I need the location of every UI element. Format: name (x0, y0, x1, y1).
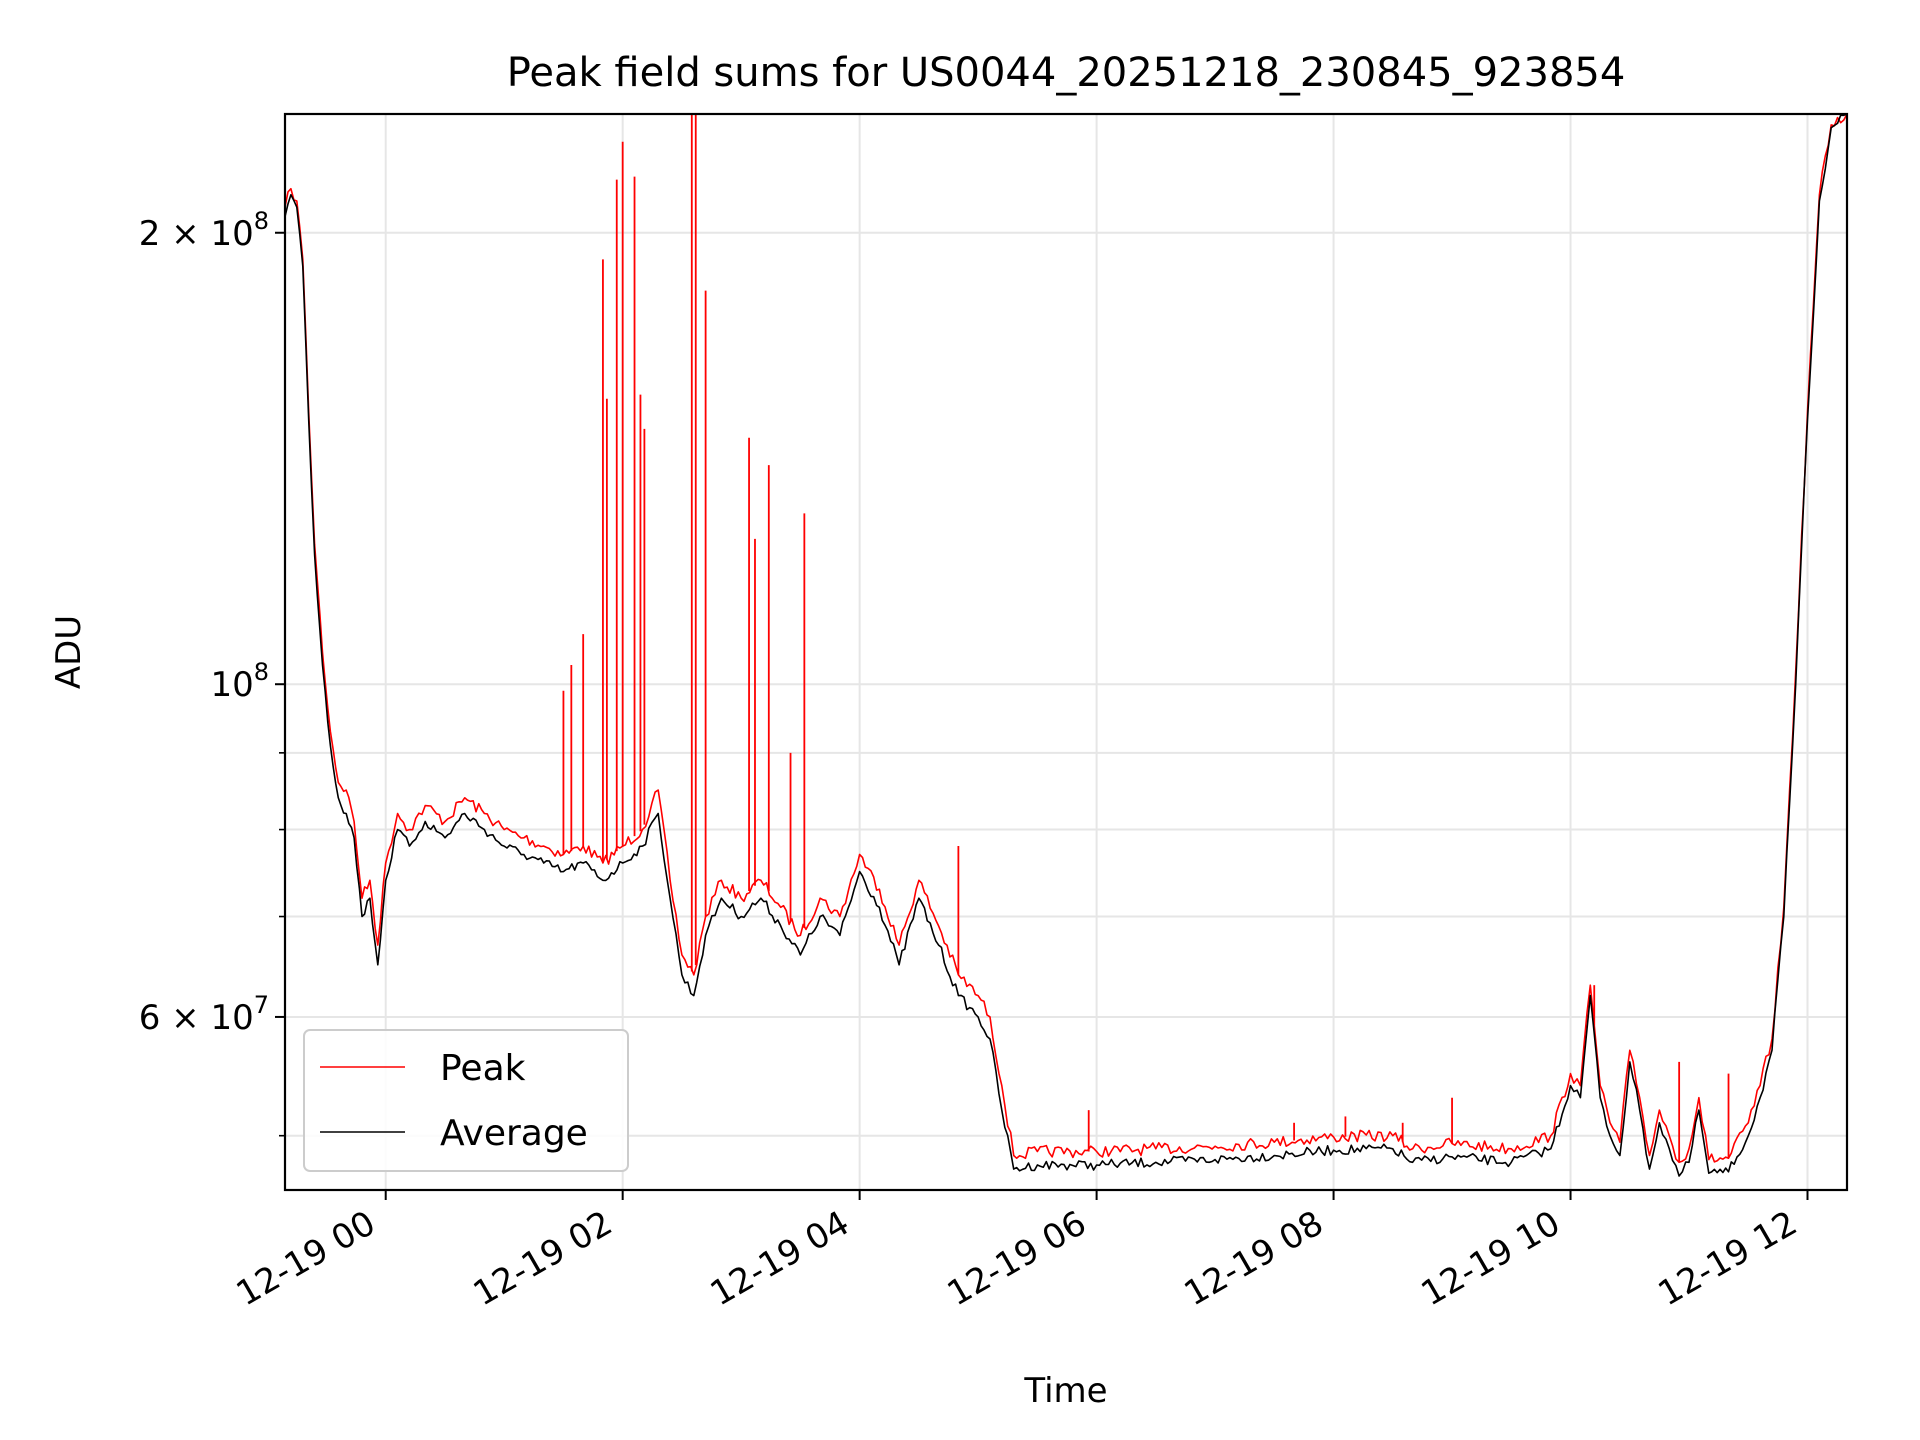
chart-title: Peak field sums for US0044_20251218_2308… (507, 50, 1626, 96)
grid-layer (285, 114, 1847, 1190)
y-tick-label: 2 × 108 (139, 207, 269, 254)
series-layer (285, 114, 1847, 1177)
x-axis-label: Time (1023, 1371, 1107, 1411)
y-axis-label: ADU (49, 615, 89, 689)
y-axis-ticks: 6 × 107 108 2 × 108 (139, 207, 285, 1137)
legend: Peak Average (303, 1029, 629, 1172)
series-line-peak (285, 114, 1847, 1164)
legend-label-peak: Peak (440, 1048, 526, 1089)
legend-box (303, 1029, 629, 1172)
y-tick-label: 6 × 107 (139, 991, 269, 1038)
y-tick-label: 108 (210, 658, 269, 705)
series-line-average (285, 114, 1847, 1177)
plot-frame (283, 112, 1849, 1192)
legend-label-average: Average (440, 1113, 588, 1154)
